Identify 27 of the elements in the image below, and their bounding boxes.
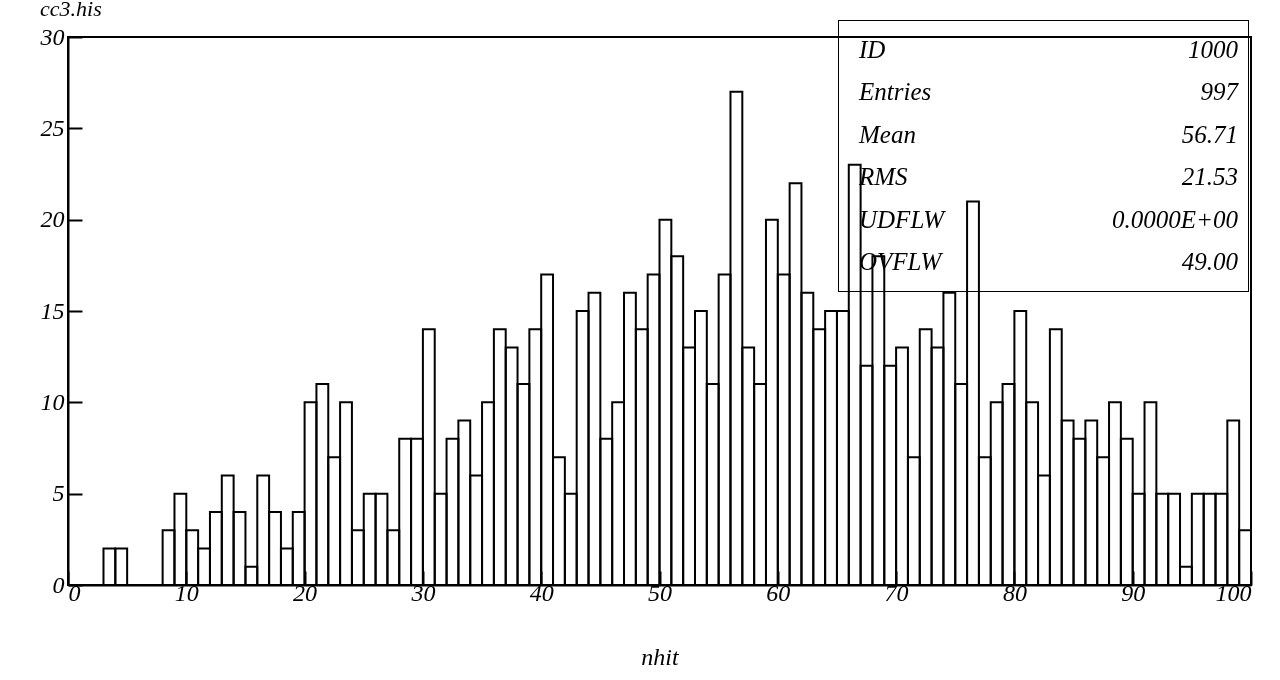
x-tick-label: 20: [293, 579, 318, 606]
y-tick-label: 25: [40, 114, 65, 141]
chart-title: cc3.his: [40, 0, 102, 21]
annotation: 997: [1199, 78, 1238, 107]
y-tick-label: 10: [40, 388, 65, 415]
y-tick-label: 30: [39, 23, 65, 50]
y-tick-label: 20: [40, 206, 65, 233]
annotation: 21.53: [1180, 163, 1238, 192]
x-tick-label: 10: [174, 579, 199, 606]
annotation: Entries: [859, 78, 933, 107]
y-tick-label: 5: [52, 480, 65, 507]
x-tick-label: 30: [410, 579, 436, 606]
x-tick-label: 40: [529, 579, 554, 606]
annotation: 56.71: [1180, 120, 1238, 149]
x-tick-label: 90: [1121, 579, 1146, 606]
x-tick-label: 80: [1002, 579, 1027, 606]
x-tick-label: 70: [884, 579, 909, 606]
annotation: 49.00: [1180, 248, 1238, 277]
x-tick-label: 60: [766, 579, 791, 606]
annotation: 0.0000E+00: [1111, 205, 1238, 234]
annotation: 1000: [1187, 35, 1238, 64]
x-tick-label: 50: [648, 579, 672, 606]
annotation: Mean: [859, 120, 917, 149]
y-tick-label: 15: [40, 297, 65, 324]
x-tick-label: 100: [1215, 579, 1252, 606]
annotation: ID: [859, 35, 887, 64]
x-axis-title: nhit: [641, 643, 680, 670]
